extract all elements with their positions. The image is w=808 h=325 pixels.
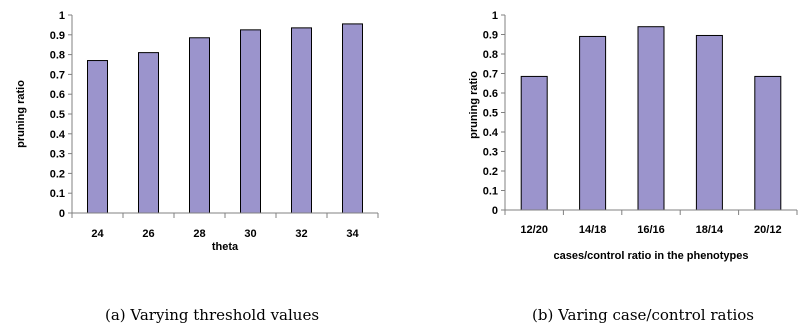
chart-a-axes [68,15,378,218]
chart-a-y-tick-label: 0.4 [50,129,66,141]
chart-a-bar-34 [343,24,363,213]
chart-a-y-tick-label: 0 [59,208,65,220]
chart-b-y-tick-label: 0 [492,205,498,217]
chart-a-x-tick-labels: 24 26 28 30 32 34 [91,228,359,240]
chart-a-bar-24 [88,61,108,213]
chart-a-y-tick-label: 0.1 [50,188,65,200]
chart-a-x-tick-label: 28 [193,228,205,240]
chart-a-y-axis-title: pruning ratio [15,80,27,148]
chart-b-y-tick-label: 0.4 [483,127,499,139]
chart-a-x-tick-label: 26 [142,228,154,240]
chart-b-bar-16-16 [638,27,664,210]
chart-a-caption: (a) Varying threshold values [105,306,319,324]
chart-a-x-axis-title: theta [212,241,239,253]
chart-b-y-tick-label: 0.3 [483,147,498,159]
chart-a-y-tick-label: 1 [59,10,65,22]
chart-a-x-tick-label: 30 [244,228,256,240]
chart-b-y-axis-title: pruning ratio [468,71,480,139]
chart-a-x-tick-label: 32 [295,228,307,240]
chart-a-y-tick-label: 0.6 [50,89,65,101]
chart-b: 0 0.1 0.2 0.3 0.4 0.5 0.6 0.7 0.8 0.9 1 12/20 14/18… [468,10,797,324]
chart-a-bar-32 [292,28,312,213]
chart-b-x-tick-label: 12/20 [520,224,548,236]
chart-a-bars [88,24,363,213]
chart-a: 0 0.1 0.2 0.3 0.4 0.5 0.6 0.7 0.8 0.9 1 24 26 28 30 32… [15,10,378,324]
chart-a-bar-26 [139,53,159,213]
chart-b-y-tick-label: 0.5 [483,108,498,120]
chart-b-bar-18-14 [696,35,722,210]
chart-a-y-tick-label: 0.9 [50,30,65,42]
chart-a-x-tick-label: 34 [346,228,359,240]
chart-b-bar-14-18 [580,36,606,210]
chart-b-bars [521,27,781,210]
chart-a-y-tick-labels: 0 0.1 0.2 0.3 0.4 0.5 0.6 0.7 0.8 0.9 1 [50,10,66,220]
chart-b-y-tick-label: 0.2 [483,166,498,178]
chart-b-y-tick-label: 0.7 [483,69,498,81]
chart-b-x-tick-label: 18/14 [696,224,724,236]
chart-b-bar-12-20 [521,76,547,210]
chart-a-x-tick-label: 24 [91,228,104,240]
chart-b-y-tick-label: 0.9 [483,30,498,42]
chart-b-x-tick-labels: 12/20 14/18 16/16 18/14 20/12 [520,224,781,236]
chart-b-x-axis-title: cases/control ratio in the phenotypes [554,250,749,262]
chart-a-bar-30 [241,30,261,213]
chart-a-y-tick-label: 0.2 [50,168,65,180]
chart-a-y-tick-label: 0.8 [50,50,65,62]
chart-b-x-tick-label: 16/16 [637,224,665,236]
chart-b-y-tick-label: 0.8 [483,49,498,61]
chart-b-x-tick-label: 14/18 [579,224,607,236]
chart-b-caption: (b) Varing case/control ratios [532,306,754,324]
chart-b-x-tick-label: 20/12 [754,224,782,236]
chart-a-y-tick-label: 0.7 [50,69,65,81]
chart-a-y-tick-label: 0.3 [50,149,65,161]
chart-a-bar-28 [190,38,210,213]
chart-b-y-tick-label: 0.1 [483,186,498,198]
chart-b-y-tick-label: 1 [492,10,498,22]
chart-b-bar-20-12 [755,76,781,210]
chart-b-y-tick-labels: 0 0.1 0.2 0.3 0.4 0.5 0.6 0.7 0.8 0.9 1 [483,10,499,217]
chart-b-y-tick-label: 0.6 [483,88,498,100]
chart-a-y-tick-label: 0.5 [50,109,65,121]
